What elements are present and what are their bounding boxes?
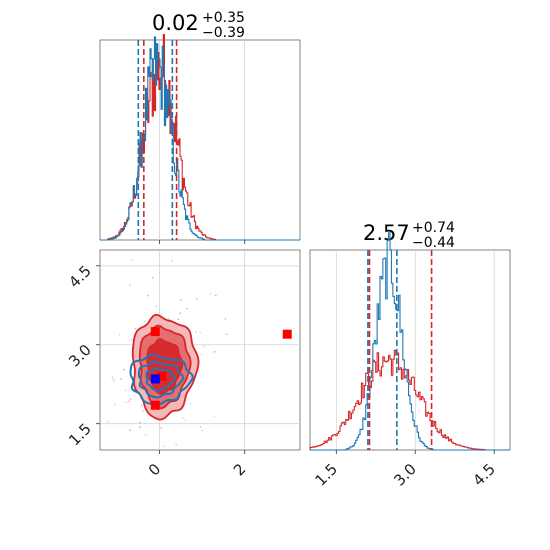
scatter-point [134, 327, 137, 330]
scatter-point [189, 402, 192, 405]
scatter-point [139, 426, 141, 428]
scatter-point [112, 377, 115, 380]
scatter-point [201, 429, 204, 432]
y-tick-label: 1.5 [65, 420, 95, 450]
title-right-main: 2.57 [363, 221, 410, 245]
histogram-step-line [309, 349, 510, 451]
scatter-point [113, 380, 115, 383]
y-tick-label: 4.5 [65, 262, 95, 292]
top-histogram-panel [99, 34, 301, 244]
scatter-point [144, 320, 146, 323]
scatter-point [202, 345, 205, 348]
top-histogram-frame [99, 39, 301, 241]
y-tick-label: 3.0 [65, 341, 95, 371]
scatter-point [146, 294, 149, 297]
scatter-point [144, 434, 147, 436]
scatter-point [199, 425, 202, 428]
right-histogram-panel: 1.5 3.0 4.5 [309, 232, 511, 490]
title-right-sup: +0.74 [412, 220, 455, 236]
joint-contour-panel: 0 2 1.5 3.0 4.5 [65, 249, 301, 480]
scatter-point [123, 368, 126, 371]
scatter-point [214, 294, 217, 297]
scatter-point [111, 375, 114, 378]
x-tick-label: 0 [145, 460, 164, 479]
scatter-point [160, 426, 163, 429]
scatter-point [120, 378, 122, 380]
square-marker [150, 327, 160, 337]
histogram-step-line [100, 36, 300, 241]
scatter-point [177, 318, 180, 321]
x-tick-label: 1.5 [311, 460, 341, 490]
title-top-sup: +0.35 [202, 10, 245, 26]
square-marker [150, 374, 160, 384]
scatter-point [155, 305, 158, 308]
scatter-point [141, 404, 143, 407]
title-right-sub: −0.44 [412, 235, 455, 251]
panel-top-title: 0.02 +0.35 −0.39 [152, 10, 245, 41]
scatter-point [106, 420, 109, 423]
scatter-point [194, 331, 197, 333]
x-tick-label: 3.0 [390, 460, 420, 490]
blue-contour-level [145, 367, 176, 392]
scatter-point [167, 318, 170, 320]
scatter-point [138, 421, 141, 424]
scatter-point [209, 292, 212, 295]
scatter-point [160, 312, 163, 315]
scatter-point [124, 389, 127, 392]
blue-contour-level [129, 353, 194, 406]
scatter-point [180, 299, 182, 301]
x-tick-label: 2 [230, 460, 249, 479]
scatter-point [129, 284, 131, 286]
title-top-main: 0.02 [152, 11, 199, 35]
scatter-point [200, 353, 203, 356]
scatter-point [213, 350, 216, 353]
scatter-point [199, 331, 202, 334]
scatter-point [125, 401, 128, 404]
panel-right-title: 2.57 +0.74 −0.44 [363, 220, 455, 251]
scatter-point [151, 276, 154, 279]
scatter-point [184, 419, 187, 422]
histogram-step-line [310, 232, 510, 451]
scatter-point [224, 318, 227, 320]
x-tick-label: 4.5 [469, 460, 499, 490]
scatter-point [163, 445, 165, 448]
scatter-point [186, 307, 188, 310]
scatter-point [128, 400, 131, 403]
scatter-point [225, 333, 228, 336]
scatter-point [129, 398, 132, 400]
joint-frame [99, 249, 301, 451]
scatter-point [171, 259, 174, 262]
scatter-point [118, 333, 121, 336]
title-top-sub: −0.39 [202, 25, 245, 41]
scatter-point [130, 259, 133, 261]
scatter-point [142, 410, 145, 412]
scatter-point [114, 403, 117, 406]
square-marker [282, 329, 292, 339]
square-marker [157, 371, 167, 381]
scatter-point [131, 338, 133, 341]
scatter-point [181, 417, 184, 420]
scatter-point [195, 297, 198, 300]
square-marker [150, 400, 160, 410]
scatter-point [175, 443, 178, 446]
blue-contour-level [137, 360, 185, 399]
scatter-point [179, 312, 182, 315]
scatter-point [213, 416, 216, 419]
scatter-point [129, 429, 132, 432]
right-histogram-frame [309, 249, 511, 451]
